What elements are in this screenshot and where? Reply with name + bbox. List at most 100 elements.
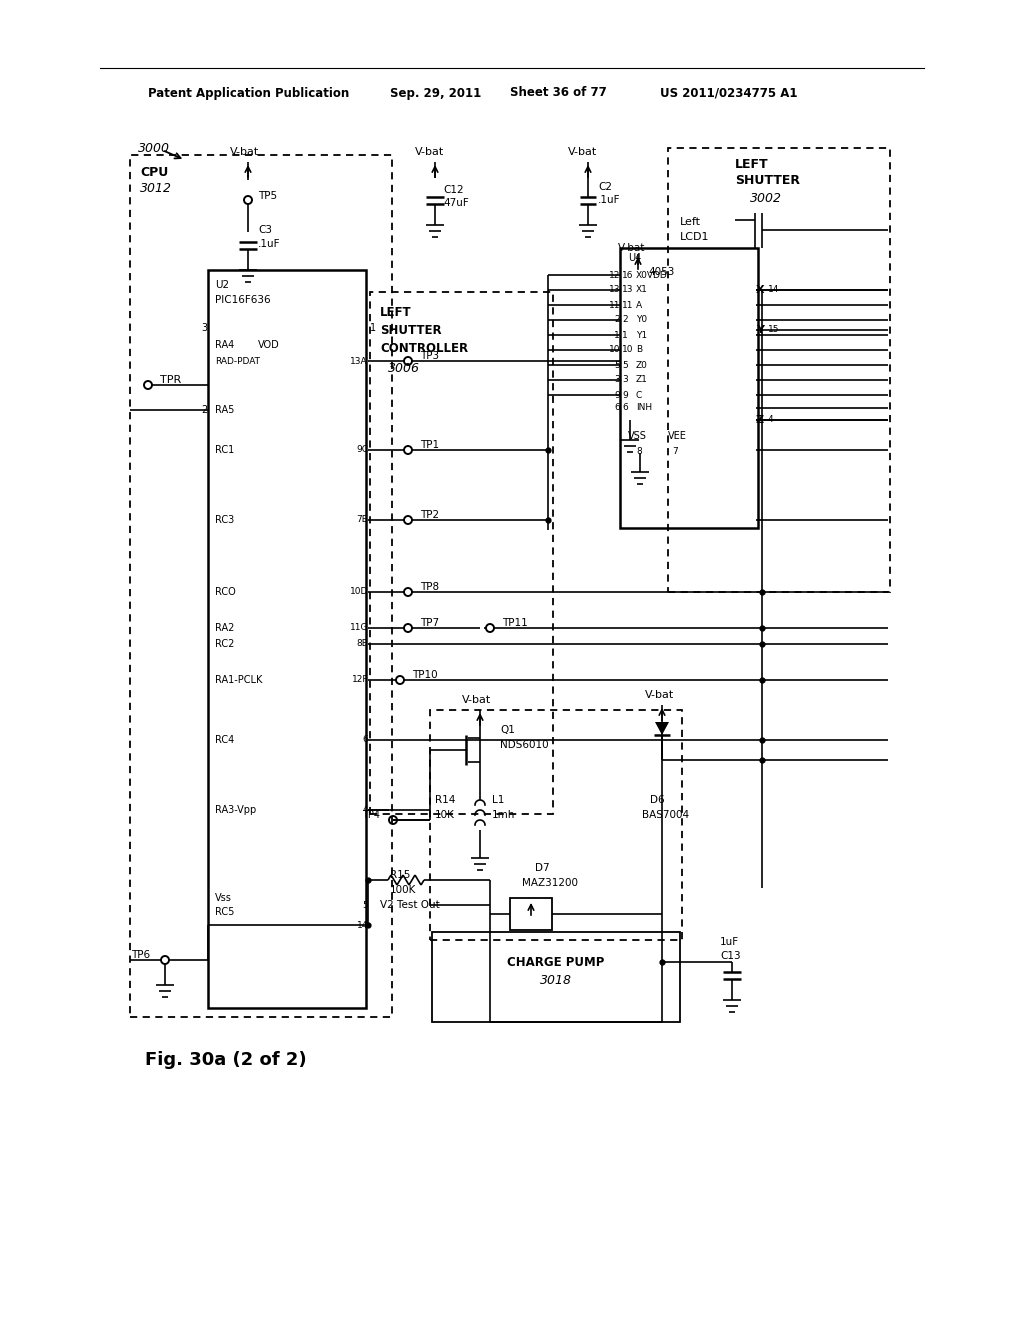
Text: TP11: TP11	[502, 618, 527, 628]
Text: 1uF: 1uF	[720, 937, 739, 946]
Bar	[510, 898, 552, 931]
Text: Left: Left	[680, 216, 701, 227]
Text: Q1: Q1	[500, 725, 515, 735]
Text: 11: 11	[622, 301, 634, 309]
Text: TP2: TP2	[420, 510, 439, 520]
Text: 14: 14	[768, 285, 779, 294]
Text: .1uF: .1uF	[258, 239, 281, 249]
Text: 100K: 100K	[390, 884, 417, 895]
Text: RA3-Vpp: RA3-Vpp	[215, 805, 256, 814]
Text: 4: 4	[362, 805, 368, 814]
Text: A: A	[636, 301, 642, 309]
Text: PIC16F636: PIC16F636	[215, 294, 270, 305]
Text: 12: 12	[608, 271, 620, 280]
Text: 3018: 3018	[540, 974, 572, 986]
Text: 14: 14	[356, 920, 368, 929]
Text: Z1: Z1	[636, 375, 648, 384]
Text: R14: R14	[435, 795, 456, 805]
Text: .1uF: .1uF	[598, 195, 621, 205]
Text: V-bat: V-bat	[415, 147, 444, 157]
Text: 5: 5	[614, 360, 620, 370]
Text: VEE: VEE	[668, 432, 687, 441]
Text: V-bat: V-bat	[618, 243, 645, 253]
Text: 8: 8	[636, 447, 642, 457]
Text: RA1-PCLK: RA1-PCLK	[215, 675, 262, 685]
Text: 3: 3	[201, 323, 207, 333]
Text: BAS7004: BAS7004	[642, 810, 689, 820]
Text: 3: 3	[622, 375, 628, 384]
Text: 3000: 3000	[138, 141, 170, 154]
Text: CHARGE PUMP: CHARGE PUMP	[507, 956, 605, 969]
Text: 8E: 8E	[356, 639, 368, 648]
Text: 47uF: 47uF	[443, 198, 469, 209]
Text: LEFT: LEFT	[735, 158, 769, 172]
Text: 10K: 10K	[435, 810, 455, 820]
Text: Sep. 29, 2011: Sep. 29, 2011	[390, 87, 481, 99]
Text: CPU: CPU	[140, 165, 168, 178]
Text: 13A: 13A	[350, 356, 368, 366]
Text: 10: 10	[622, 346, 634, 355]
Text: L1: L1	[492, 795, 505, 805]
Bar	[370, 292, 553, 814]
Text: 10D: 10D	[349, 587, 368, 597]
Text: 3012: 3012	[140, 181, 172, 194]
Text: V-bat: V-bat	[230, 147, 259, 157]
Text: C: C	[636, 391, 642, 400]
Text: 3002: 3002	[750, 191, 782, 205]
Text: Sheet 36 of 77: Sheet 36 of 77	[510, 87, 607, 99]
Text: C12: C12	[443, 185, 464, 195]
Text: X1: X1	[636, 285, 648, 294]
Text: 3006: 3006	[388, 362, 420, 375]
Text: Y0: Y0	[636, 315, 647, 325]
Text: TP8: TP8	[420, 582, 439, 591]
Text: Vss: Vss	[215, 894, 231, 903]
Text: RA2: RA2	[215, 623, 234, 634]
Text: RA4: RA4	[215, 341, 234, 350]
Bar	[432, 932, 680, 1022]
Text: 15: 15	[768, 326, 779, 334]
Text: 9: 9	[614, 391, 620, 400]
Text: 12F: 12F	[351, 676, 368, 685]
Text: TP7: TP7	[420, 618, 439, 628]
Text: LCD1: LCD1	[680, 232, 710, 242]
Text: TPR: TPR	[160, 375, 181, 385]
Bar	[430, 710, 682, 940]
Text: Y1: Y1	[636, 330, 647, 339]
Text: 2: 2	[614, 315, 620, 325]
Text: RC3: RC3	[215, 515, 234, 525]
Text: 3: 3	[614, 375, 620, 384]
Text: 4053: 4053	[648, 267, 675, 277]
Text: 2: 2	[622, 315, 628, 325]
Text: V-bat: V-bat	[462, 696, 492, 705]
Text: TP6: TP6	[131, 950, 150, 960]
Text: RC5: RC5	[215, 907, 234, 917]
Text: D6: D6	[650, 795, 665, 805]
Text: 9: 9	[622, 391, 628, 400]
Text: 16: 16	[622, 271, 634, 280]
Text: C2: C2	[598, 182, 612, 191]
Text: 1: 1	[370, 323, 376, 333]
Text: X: X	[756, 285, 765, 294]
Text: RCO: RCO	[215, 587, 236, 597]
Text: US 2011/0234775 A1: US 2011/0234775 A1	[660, 87, 798, 99]
Text: LEFT: LEFT	[380, 305, 412, 318]
Text: INH: INH	[636, 404, 652, 412]
Text: 7: 7	[672, 447, 678, 457]
Text: TP10: TP10	[412, 671, 437, 680]
Text: U4: U4	[628, 253, 641, 263]
Text: VOD: VOD	[258, 341, 280, 350]
Text: Z0: Z0	[636, 360, 648, 370]
Text: V-bat: V-bat	[645, 690, 674, 700]
Bar	[668, 148, 890, 591]
Text: TP1: TP1	[420, 440, 439, 450]
Text: R15: R15	[390, 870, 411, 880]
Text: U2: U2	[215, 280, 229, 290]
Text: X0VDD: X0VDD	[636, 271, 668, 280]
Text: RA5: RA5	[215, 405, 234, 414]
Text: RAD-PDAT: RAD-PDAT	[215, 356, 260, 366]
Text: SHUTTER: SHUTTER	[735, 173, 800, 186]
Text: V2 Test Out: V2 Test Out	[380, 900, 439, 909]
Text: B: B	[636, 346, 642, 355]
Bar	[208, 271, 366, 1008]
Text: C13: C13	[720, 950, 740, 961]
